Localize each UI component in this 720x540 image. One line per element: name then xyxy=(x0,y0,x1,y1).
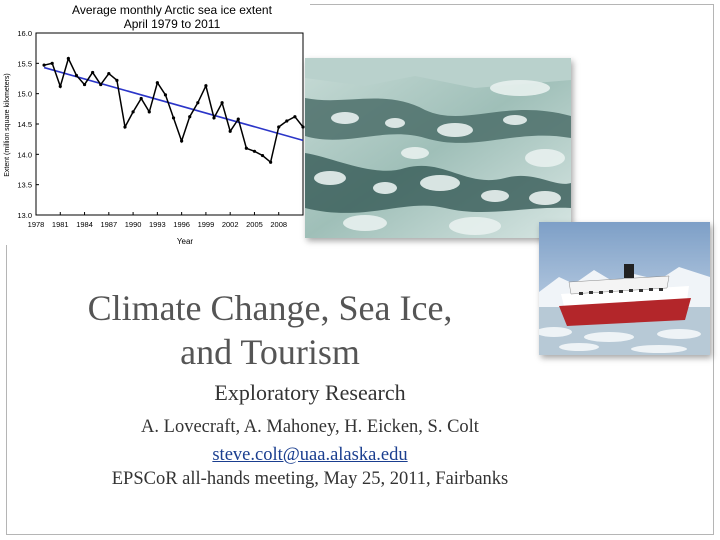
data-point xyxy=(91,70,95,75)
data-point xyxy=(50,61,54,65)
trend-line xyxy=(43,66,304,142)
data-point xyxy=(155,81,159,85)
aerial-sea-ice-photo xyxy=(305,58,571,238)
chart-subtitle: April 1979 to 2011 xyxy=(124,17,221,31)
data-point xyxy=(293,115,297,119)
y-tick-label: 13.5 xyxy=(17,181,32,190)
data-point xyxy=(180,139,184,143)
data-point xyxy=(220,101,224,105)
subtitle: Exploratory Research xyxy=(214,380,406,405)
x-tick-label: 2005 xyxy=(246,220,263,229)
data-point xyxy=(115,78,119,82)
title-line-2: and Tourism xyxy=(180,332,360,372)
data-point xyxy=(269,160,273,164)
data-point xyxy=(42,63,46,67)
data-point xyxy=(212,116,216,120)
data-point xyxy=(66,56,70,61)
plot-frame xyxy=(35,32,304,216)
data-point xyxy=(123,125,127,129)
x-tick-label: 1999 xyxy=(198,220,215,229)
data-point xyxy=(196,101,200,105)
data-point xyxy=(139,96,143,101)
data-point xyxy=(74,73,79,78)
chart-svg: Average monthly Arctic sea ice extent Ap… xyxy=(4,3,305,245)
cruise-ship-image xyxy=(539,222,710,355)
data-point xyxy=(99,82,103,87)
x-tick-label: 1993 xyxy=(149,220,166,229)
data-point xyxy=(204,84,208,88)
data-point xyxy=(82,82,87,87)
x-axis-label: Year xyxy=(177,237,194,245)
chart-title: Average monthly Arctic sea ice extent xyxy=(72,3,273,17)
data-point xyxy=(228,129,232,133)
x-tick-label: 2008 xyxy=(270,220,287,229)
contact-email-link[interactable]: steve.colt@uaa.alaska.edu xyxy=(212,445,408,465)
y-tick-label: 14.5 xyxy=(17,120,32,129)
data-point xyxy=(285,119,289,123)
x-tick-label: 1996 xyxy=(173,220,190,229)
data-point xyxy=(301,125,305,129)
y-tick-label: 16.0 xyxy=(17,29,32,38)
data-point xyxy=(277,125,281,129)
y-axis-ticks: 13.0 13.5 14.0 14.5 15.0 15.5 16.0 xyxy=(17,29,39,220)
x-axis-ticks: 1978 1981 1984 1987 1990 1993 1996 1999 2002 2005… xyxy=(28,212,287,229)
y-tick-label: 14.0 xyxy=(17,150,32,159)
slide-title: Climate Change, Sea Ice, and Tourism xyxy=(60,286,480,374)
slide-frame xyxy=(6,4,714,535)
data-point xyxy=(244,146,248,150)
authors-list: A. Lovecraft, A. Mahoney, H. Eicken, S. … xyxy=(141,417,479,437)
sea-ice-chart: Average monthly Arctic sea ice extent Ap… xyxy=(0,0,310,245)
data-point xyxy=(107,72,111,76)
data-point xyxy=(252,149,257,153)
cruise-ship-in-ice-photo xyxy=(539,222,710,355)
data-point xyxy=(188,115,192,119)
data-point xyxy=(260,153,265,158)
y-tick-label: 15.5 xyxy=(17,59,32,68)
data-point xyxy=(236,117,240,121)
x-tick-label: 1981 xyxy=(52,220,69,229)
data-point xyxy=(58,84,62,88)
data-point xyxy=(171,116,176,120)
x-tick-label: 1984 xyxy=(76,220,93,229)
data-point xyxy=(163,93,168,97)
x-tick-label: 1978 xyxy=(28,220,45,229)
x-tick-label: 1990 xyxy=(125,220,142,229)
x-tick-label: 2002 xyxy=(222,220,239,229)
extent-series-points xyxy=(42,56,305,164)
title-line-1: Climate Change, Sea Ice, xyxy=(87,288,453,328)
y-tick-label: 13.0 xyxy=(17,211,32,220)
y-tick-label: 15.0 xyxy=(17,90,32,99)
extent-series-line xyxy=(43,56,304,164)
x-tick-label: 1987 xyxy=(100,220,117,229)
event-info: EPSCoR all-hands meeting, May 25, 2011, … xyxy=(111,469,509,489)
y-axis-label: Extent (million square kilometers) xyxy=(4,73,11,176)
data-point xyxy=(131,110,135,114)
data-point xyxy=(147,110,151,114)
sea-ice-image xyxy=(305,58,571,238)
